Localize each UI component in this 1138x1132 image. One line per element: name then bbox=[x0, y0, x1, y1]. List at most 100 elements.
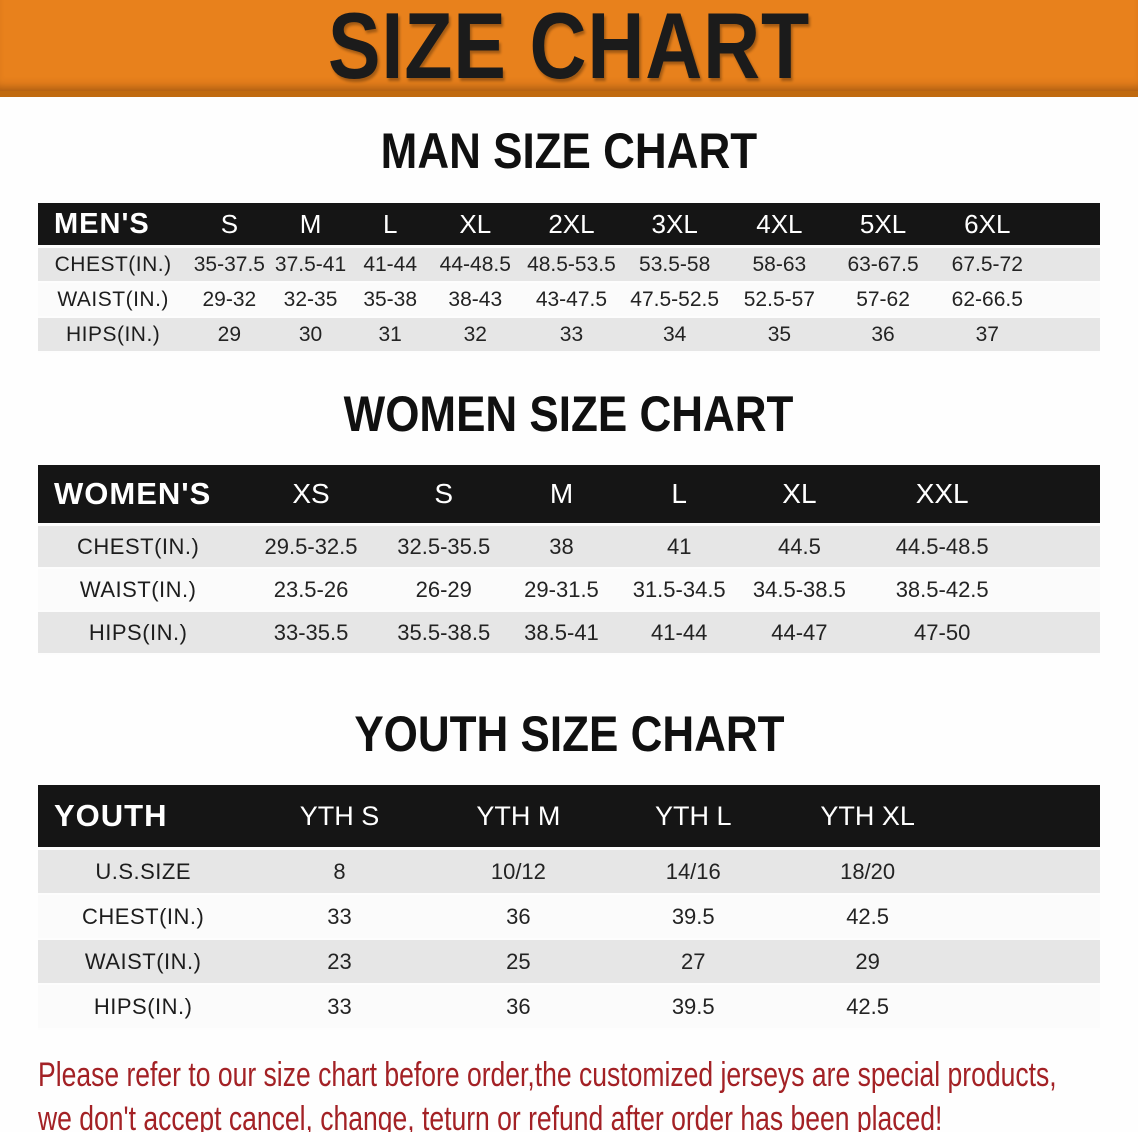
size-value: 35-38 bbox=[350, 282, 430, 318]
size-value: 31 bbox=[350, 317, 430, 353]
size-value: 29-32 bbox=[188, 282, 271, 318]
size-value: 34 bbox=[622, 317, 728, 353]
row-spacer bbox=[1024, 611, 1100, 655]
table-row: HIPS(IN.) 33-35.5 35.5-38.5 38.5-41 41-44 44-… bbox=[38, 611, 1100, 655]
size-value: 38.5-41 bbox=[503, 611, 620, 655]
size-value: 18/20 bbox=[780, 848, 955, 895]
size-value: 36 bbox=[831, 317, 935, 353]
row-spacer bbox=[954, 894, 1100, 940]
size-column-header: YTH L bbox=[606, 785, 781, 850]
section-men: MAN SIZE CHART MEN'S S M L XL 2XL 3XL 4XL 5XL 6XL… bbox=[0, 97, 1138, 353]
size-value: 39.5 bbox=[606, 984, 781, 1030]
row-spacer bbox=[954, 848, 1100, 895]
size-value: 33 bbox=[248, 984, 431, 1030]
size-value: 29 bbox=[188, 317, 271, 353]
disclaimer: Please refer to our size chart before or… bbox=[38, 1053, 1138, 1132]
size-value: 25 bbox=[430, 939, 607, 985]
size-value: 23.5-26 bbox=[238, 568, 384, 612]
size-value: 47-50 bbox=[859, 611, 1025, 655]
men-section-heading-text: MAN SIZE CHART bbox=[380, 123, 758, 179]
row-label: HIPS(IN.) bbox=[38, 984, 249, 1030]
header-spacer bbox=[1024, 465, 1100, 526]
size-value: 32 bbox=[429, 317, 521, 353]
size-column-header: XL bbox=[429, 203, 521, 248]
size-value: 47.5-52.5 bbox=[622, 282, 728, 318]
size-value: 39.5 bbox=[606, 894, 781, 940]
size-value: 33 bbox=[248, 894, 431, 940]
table-group-label: WOMEN'S bbox=[38, 465, 239, 526]
size-column-header: L bbox=[350, 203, 430, 248]
row-spacer bbox=[954, 939, 1100, 985]
page-title: SIZE CHART bbox=[327, 0, 811, 98]
size-column-header: XXL bbox=[859, 465, 1025, 526]
row-spacer bbox=[954, 984, 1100, 1030]
size-value: 42.5 bbox=[780, 984, 955, 1030]
disclaimer-line-2: we don't accept cancel, change, teturn o… bbox=[38, 1100, 943, 1132]
header-row: MEN'S S M L XL 2XL 3XL 4XL 5XL 6XL bbox=[38, 203, 1100, 248]
size-column-header: 5XL bbox=[831, 203, 935, 248]
row-label: CHEST(IN.) bbox=[38, 524, 239, 569]
table-row: CHEST(IN.) 35-37.5 37.5-41 41-44 44-48.5 48.5… bbox=[38, 246, 1100, 283]
row-spacer bbox=[1039, 282, 1100, 318]
size-value: 8 bbox=[248, 848, 431, 895]
size-column-header: M bbox=[503, 465, 620, 526]
size-column-header: YTH XL bbox=[780, 785, 955, 850]
table-row: CHEST(IN.) 29.5-32.5 32.5-35.5 38 41 44.5 44.5… bbox=[38, 524, 1100, 569]
size-value: 29-31.5 bbox=[503, 568, 620, 612]
size-column-header: XS bbox=[238, 465, 384, 526]
size-column-header: S bbox=[383, 465, 504, 526]
table-row: HIPS(IN.) 29 30 31 32 33 34 35 36 37 bbox=[38, 317, 1100, 353]
size-value: 62-66.5 bbox=[934, 282, 1040, 318]
men-size-table: MEN'S S M L XL 2XL 3XL 4XL 5XL 6XL CHEST(IN.) 35-37… bbox=[38, 203, 1100, 353]
size-value: 37 bbox=[934, 317, 1040, 353]
size-value: 44.5-48.5 bbox=[859, 524, 1025, 569]
size-column-header: M bbox=[270, 203, 351, 248]
size-value: 38.5-42.5 bbox=[859, 568, 1025, 612]
row-label: U.S.SIZE bbox=[38, 848, 249, 895]
size-value: 52.5-57 bbox=[727, 282, 832, 318]
size-value: 35.5-38.5 bbox=[383, 611, 504, 655]
size-column-header: L bbox=[619, 465, 740, 526]
table-row: WAIST(IN.) 29-32 32-35 35-38 38-43 43-47.5 47.… bbox=[38, 282, 1100, 318]
size-value: 10/12 bbox=[430, 848, 607, 895]
row-label: WAIST(IN.) bbox=[38, 282, 189, 318]
size-value: 44-47 bbox=[739, 611, 860, 655]
size-value: 29.5-32.5 bbox=[238, 524, 384, 569]
row-label: CHEST(IN.) bbox=[38, 894, 249, 940]
table-group-label: YOUTH bbox=[38, 785, 249, 850]
table-row: WAIST(IN.) 23 25 27 29 bbox=[38, 939, 1100, 985]
section-women: WOMEN SIZE CHART WOMEN'S XS S M L XL XXL CHEST(… bbox=[0, 353, 1138, 655]
size-value: 33-35.5 bbox=[238, 611, 384, 655]
size-value: 26-29 bbox=[383, 568, 504, 612]
size-value: 58-63 bbox=[727, 246, 832, 283]
table-group-label: MEN'S bbox=[38, 203, 189, 248]
row-spacer bbox=[1039, 246, 1100, 283]
size-value: 36 bbox=[430, 894, 607, 940]
men-section-heading: MAN SIZE CHART bbox=[0, 97, 1138, 176]
size-value: 44.5 bbox=[739, 524, 860, 569]
youth-size-table: YOUTH YTH S YTH M YTH L YTH XL U.S.SIZE 8 10/12… bbox=[38, 785, 1100, 1030]
size-column-header: 3XL bbox=[622, 203, 728, 248]
header-row: WOMEN'S XS S M L XL XXL bbox=[38, 465, 1100, 526]
size-value: 41 bbox=[619, 524, 740, 569]
size-value: 14/16 bbox=[606, 848, 781, 895]
row-label: CHEST(IN.) bbox=[38, 246, 189, 283]
size-value: 36 bbox=[430, 984, 607, 1030]
row-label: WAIST(IN.) bbox=[38, 939, 249, 985]
size-value: 42.5 bbox=[780, 894, 955, 940]
women-section-heading-text: WOMEN SIZE CHART bbox=[344, 386, 794, 442]
size-column-header: 2XL bbox=[520, 203, 623, 248]
size-value: 34.5-38.5 bbox=[739, 568, 860, 612]
size-value: 30 bbox=[270, 317, 351, 353]
size-value: 37.5-41 bbox=[270, 246, 351, 283]
size-value: 32.5-35.5 bbox=[383, 524, 504, 569]
row-spacer bbox=[1024, 568, 1100, 612]
size-value: 57-62 bbox=[831, 282, 935, 318]
size-column-header: 6XL bbox=[934, 203, 1040, 248]
size-value: 35-37.5 bbox=[188, 246, 271, 283]
size-table: WOMEN'S XS S M L XL XXL CHEST(IN.) 29.5-32.5 32.5… bbox=[38, 465, 1100, 655]
size-value: 41-44 bbox=[619, 611, 740, 655]
size-value: 32-35 bbox=[270, 282, 351, 318]
title-banner: SIZE CHART bbox=[0, 0, 1138, 97]
disclaimer-line-1: Please refer to our size chart before or… bbox=[38, 1056, 1057, 1094]
